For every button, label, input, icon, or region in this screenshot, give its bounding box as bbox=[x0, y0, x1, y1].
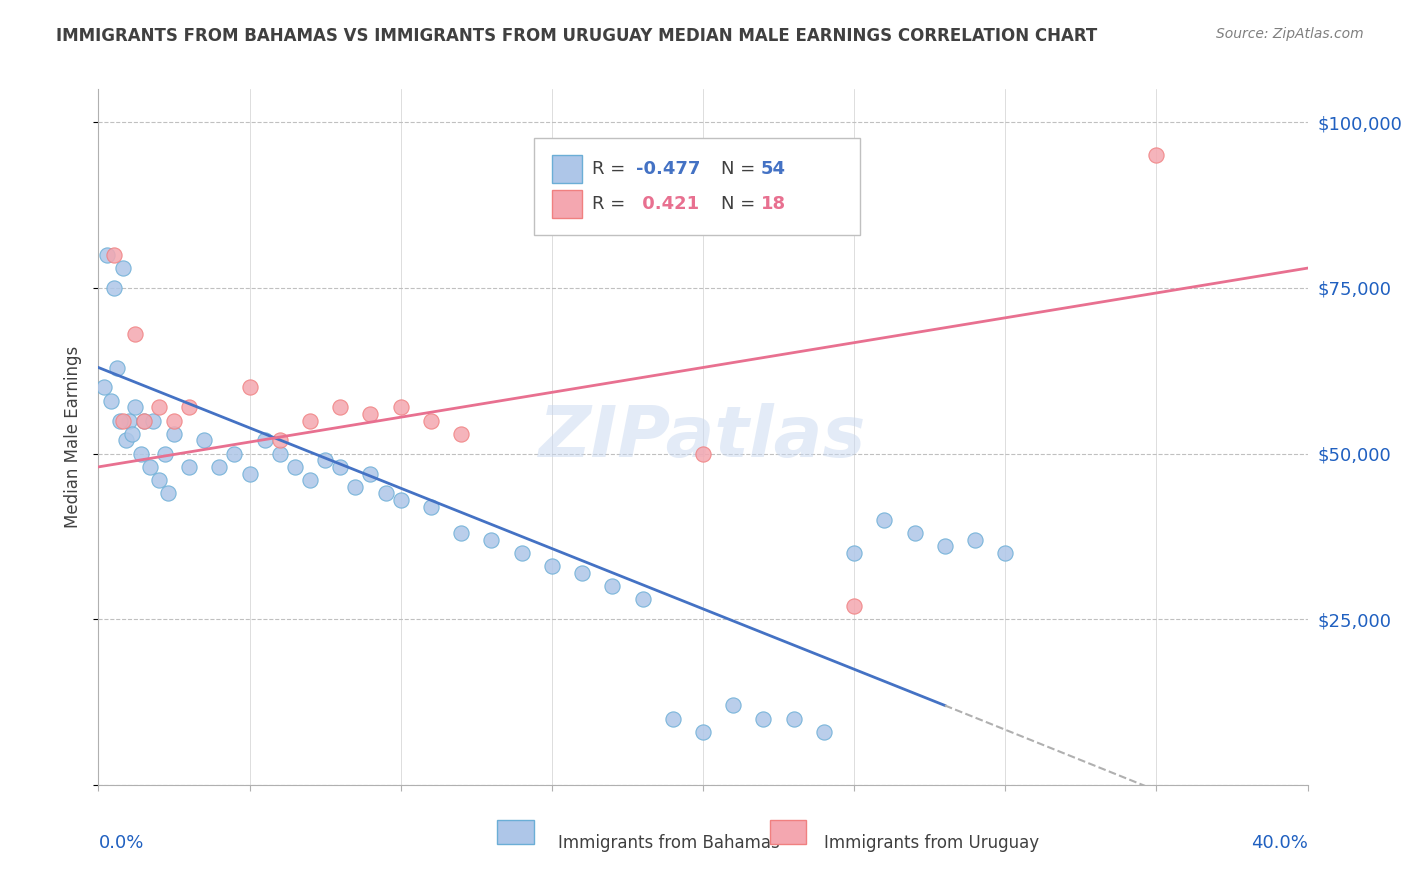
Point bbox=[299, 413, 322, 427]
Point bbox=[571, 566, 593, 580]
Point bbox=[1144, 148, 1167, 162]
Point bbox=[420, 500, 443, 514]
Point bbox=[329, 401, 352, 415]
Point bbox=[450, 526, 472, 541]
Point bbox=[783, 712, 806, 726]
Bar bbox=[551, 155, 582, 183]
Point bbox=[389, 401, 412, 415]
Text: 18: 18 bbox=[761, 195, 786, 213]
Point bbox=[142, 413, 165, 427]
Point bbox=[284, 459, 307, 474]
Point bbox=[602, 579, 624, 593]
Point bbox=[540, 559, 562, 574]
Point bbox=[844, 546, 866, 560]
Point bbox=[124, 327, 146, 342]
Point bbox=[163, 413, 186, 427]
Point bbox=[360, 467, 382, 481]
Point bbox=[692, 447, 714, 461]
Point bbox=[100, 393, 122, 408]
Point bbox=[269, 447, 291, 461]
Point bbox=[374, 486, 396, 500]
Text: Immigrants from Bahamas: Immigrants from Bahamas bbox=[558, 834, 780, 852]
Point bbox=[224, 447, 246, 461]
Point bbox=[179, 459, 201, 474]
Point bbox=[481, 533, 503, 547]
Point bbox=[103, 281, 125, 295]
Point bbox=[193, 434, 215, 448]
Point bbox=[124, 401, 146, 415]
Y-axis label: Median Male Earnings: Median Male Earnings bbox=[63, 346, 82, 528]
Point bbox=[121, 426, 143, 441]
Text: R =: R = bbox=[592, 195, 631, 213]
Point bbox=[208, 459, 231, 474]
Text: 0.421: 0.421 bbox=[637, 195, 700, 213]
Point bbox=[163, 426, 186, 441]
Point bbox=[965, 533, 987, 547]
Point bbox=[269, 434, 291, 448]
Text: R =: R = bbox=[592, 161, 631, 178]
Point bbox=[239, 380, 262, 394]
Point bbox=[631, 592, 654, 607]
Point bbox=[129, 447, 152, 461]
Point bbox=[994, 546, 1017, 560]
Point bbox=[96, 248, 118, 262]
Text: IMMIGRANTS FROM BAHAMAS VS IMMIGRANTS FROM URUGUAY MEDIAN MALE EARNINGS CORRELAT: IMMIGRANTS FROM BAHAMAS VS IMMIGRANTS FR… bbox=[56, 27, 1098, 45]
Point bbox=[934, 540, 956, 554]
Text: -0.477: -0.477 bbox=[637, 161, 700, 178]
Point bbox=[111, 261, 134, 276]
Point bbox=[108, 413, 131, 427]
Point bbox=[360, 407, 382, 421]
Point bbox=[329, 459, 352, 474]
Text: ZIPatlas: ZIPatlas bbox=[540, 402, 866, 472]
Point bbox=[723, 698, 745, 713]
Bar bbox=[551, 190, 582, 218]
Point bbox=[153, 447, 176, 461]
Bar bbox=[769, 820, 806, 844]
Point bbox=[111, 413, 134, 427]
Point bbox=[105, 360, 128, 375]
Point bbox=[420, 413, 443, 427]
Point bbox=[253, 434, 276, 448]
Point bbox=[873, 513, 896, 527]
Text: 40.0%: 40.0% bbox=[1251, 834, 1308, 852]
Point bbox=[389, 493, 412, 508]
Point bbox=[148, 473, 170, 487]
Point bbox=[114, 434, 136, 448]
Point bbox=[692, 725, 714, 739]
Point bbox=[844, 599, 866, 613]
Point bbox=[132, 413, 155, 427]
Text: 54: 54 bbox=[761, 161, 786, 178]
Point bbox=[450, 426, 472, 441]
Point bbox=[752, 712, 775, 726]
Text: N =: N = bbox=[721, 195, 761, 213]
Point bbox=[156, 486, 179, 500]
Bar bbox=[498, 820, 534, 844]
Point bbox=[314, 453, 336, 467]
Point bbox=[132, 413, 155, 427]
Point bbox=[179, 401, 201, 415]
Point bbox=[139, 459, 162, 474]
Point bbox=[103, 248, 125, 262]
Point bbox=[239, 467, 262, 481]
Point bbox=[661, 712, 683, 726]
Text: 0.0%: 0.0% bbox=[98, 834, 143, 852]
Point bbox=[118, 413, 141, 427]
Point bbox=[904, 526, 927, 541]
Point bbox=[299, 473, 322, 487]
Point bbox=[510, 546, 533, 560]
Text: Immigrants from Uruguay: Immigrants from Uruguay bbox=[824, 834, 1039, 852]
Point bbox=[344, 480, 367, 494]
Point bbox=[813, 725, 835, 739]
Point bbox=[93, 380, 115, 394]
Text: Source: ZipAtlas.com: Source: ZipAtlas.com bbox=[1216, 27, 1364, 41]
FancyBboxPatch shape bbox=[534, 138, 860, 235]
Point bbox=[148, 401, 170, 415]
Text: N =: N = bbox=[721, 161, 761, 178]
